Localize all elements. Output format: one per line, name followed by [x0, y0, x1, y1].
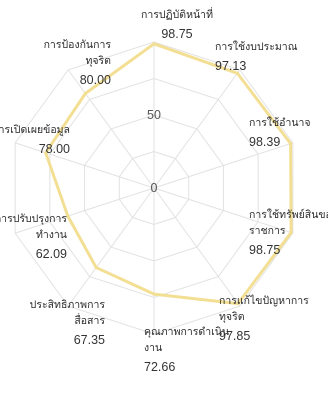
data-point	[66, 214, 70, 218]
axis-label-name: การเปิดเผยข้อมูล	[0, 124, 70, 136]
axis-label-value: 97.13	[215, 58, 247, 73]
grid-spoke-5	[153, 187, 241, 307]
grid-spoke-2	[153, 69, 241, 189]
data-point	[289, 230, 293, 235]
axis-label-name: การป้องกันการ	[43, 39, 111, 51]
axis-label: การแก้ไขปัญหาการทุจริต 97.85	[219, 294, 309, 345]
axis-label-value: 98.75	[161, 26, 193, 41]
axis-label: การเปิดเผยข้อมูล 78.00	[0, 123, 70, 159]
axis-label-name: คุณภาพการดำเนิน	[144, 326, 230, 338]
data-point	[236, 301, 240, 306]
axis-label-name: ราชการ	[249, 224, 286, 237]
axis-label-name: ทุจริต	[219, 310, 245, 323]
axis-label: การใช้ทรัพย์สินของราชการ 98.75	[249, 208, 328, 259]
axis-label: คุณภาพการดำเนินงาน 72.66	[144, 325, 229, 376]
axis-label-name: งาน	[144, 341, 163, 354]
axis-label: การป้องกันการทุจริต 80.00	[44, 38, 111, 89]
axis-label-name: การแก้ไขปัญหาการ	[219, 295, 309, 307]
axis-label-value: 98.75	[249, 242, 281, 257]
axis-label-value: 80.00	[79, 72, 111, 87]
axis-label-name: ประสิทธิภาพการ	[29, 299, 105, 311]
axis-label-value: 98.39	[249, 134, 281, 149]
grid-spoke-9	[14, 142, 155, 189]
data-point	[235, 71, 239, 75]
axis-label-name: การปรับปรุงการ	[0, 213, 67, 225]
grid-spoke-3	[153, 142, 294, 189]
axis-label: การปฏิบัติหน้าที่ 98.75	[141, 8, 213, 44]
data-point	[94, 265, 98, 270]
axis-label-value: 62.09	[35, 246, 67, 261]
grid-spoke-10	[67, 69, 155, 189]
axis-label: การใช้อำนาจ 98.39	[249, 116, 311, 152]
data-point	[289, 142, 293, 146]
axis-label-name: การใช้งบประมาณ	[215, 41, 298, 53]
axis-label-value: 78.00	[38, 141, 70, 156]
axis-label-name: การปฏิบัติหน้าที่	[140, 9, 214, 21]
axis-label-name: ทุจริต	[85, 54, 111, 67]
radial-tick-label: 50	[147, 108, 161, 122]
grid-spoke-4	[153, 187, 294, 234]
axis-label-name: ทำงาน	[35, 228, 67, 241]
axis-label-value: 67.35	[73, 332, 105, 347]
radial-tick-label: 0	[151, 181, 158, 195]
axis-label-value: 72.66	[144, 359, 176, 374]
axis-label: ประสิทธิภาพการสื่อสาร 67.35	[30, 298, 105, 349]
axis-label: การปรับปรุงการทำงาน 62.09	[0, 212, 67, 263]
axis-label: การใช้งบประมาณ 97.13	[215, 40, 297, 76]
axis-label-name: การใช้อำนาจ	[249, 117, 311, 129]
grid-spoke-8	[14, 187, 155, 234]
axis-label-value: 97.85	[219, 328, 251, 343]
axis-label-name: สื่อสาร	[74, 314, 105, 327]
data-point	[152, 42, 156, 46]
data-point	[44, 151, 48, 155]
data-point	[152, 292, 156, 296]
data-point	[83, 91, 87, 96]
axis-label-name: การใช้ทรัพย์สินของ	[249, 209, 328, 221]
grid-spoke-7	[67, 187, 155, 307]
